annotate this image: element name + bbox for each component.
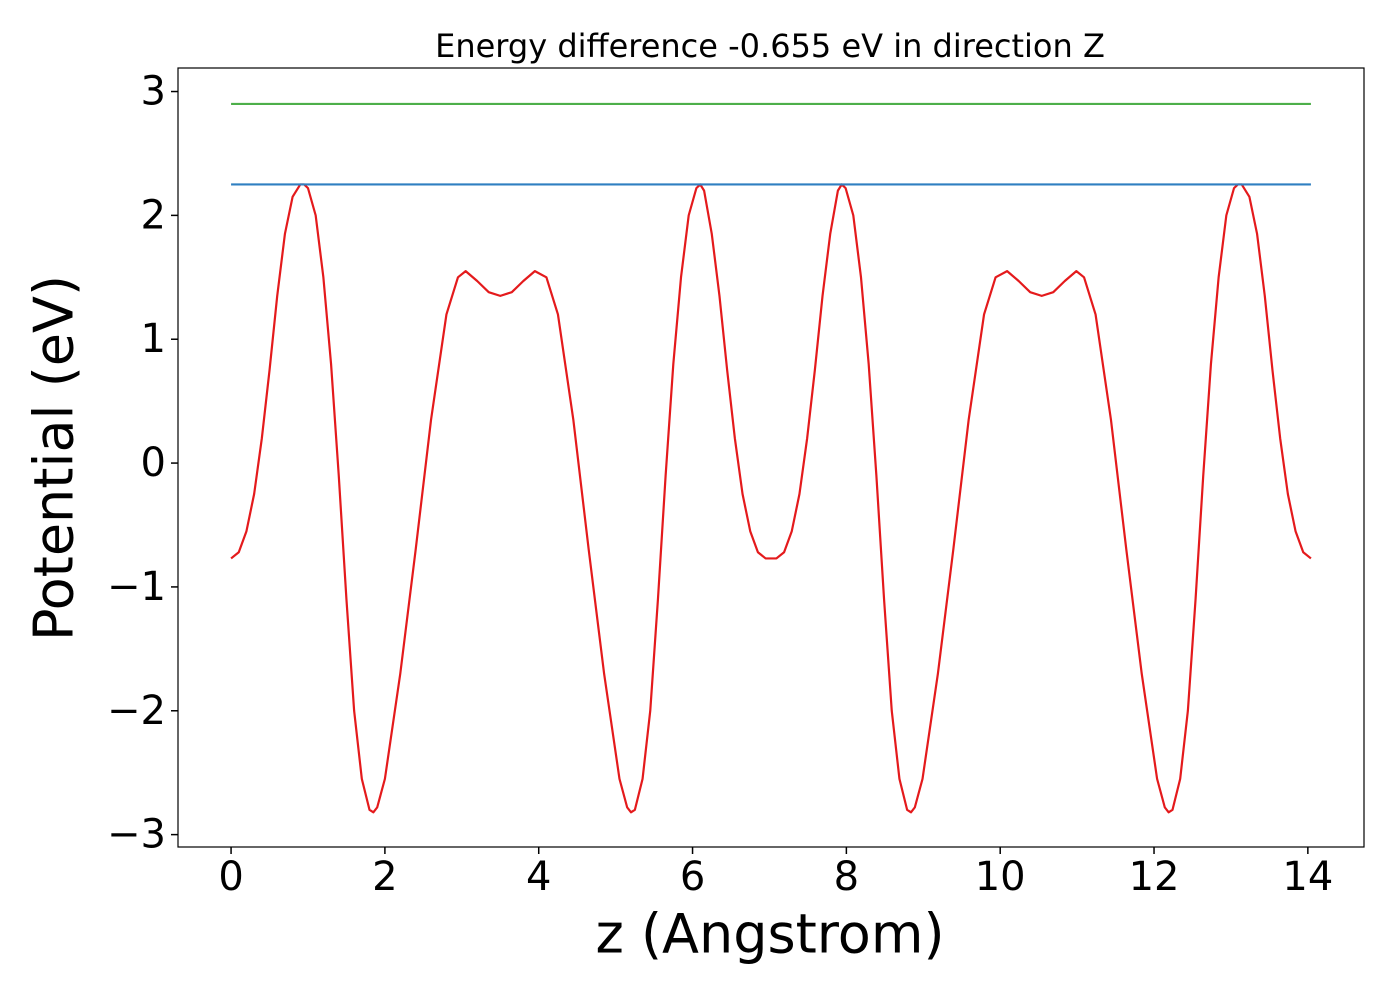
y-tick-label: −2: [107, 688, 166, 734]
x-tick-label: 14: [1282, 854, 1333, 900]
y-tick-label: −1: [107, 564, 166, 610]
x-tick-label: 8: [834, 854, 859, 900]
x-tick-label: 4: [526, 854, 551, 900]
y-tick-label: −3: [107, 812, 166, 858]
x-tick-label: 2: [372, 854, 397, 900]
x-tick-label: 0: [218, 854, 243, 900]
x-tick-label: 12: [1129, 854, 1180, 900]
y-tick-label: 3: [141, 69, 166, 115]
chart-title: Energy difference -0.655 eV in direction…: [435, 27, 1105, 65]
y-tick-label: 1: [141, 316, 166, 362]
plot-frame: [177, 67, 1365, 848]
y-axis-label: Potential (eV): [23, 275, 86, 641]
x-tick-label: 10: [975, 854, 1026, 900]
y-tick-label: 2: [141, 192, 166, 238]
y-tick-label: 0: [141, 440, 166, 486]
x-tick-label: 6: [680, 854, 705, 900]
data-line: [230, 183, 1312, 814]
x-axis-label: z (Angstrom): [595, 903, 944, 966]
